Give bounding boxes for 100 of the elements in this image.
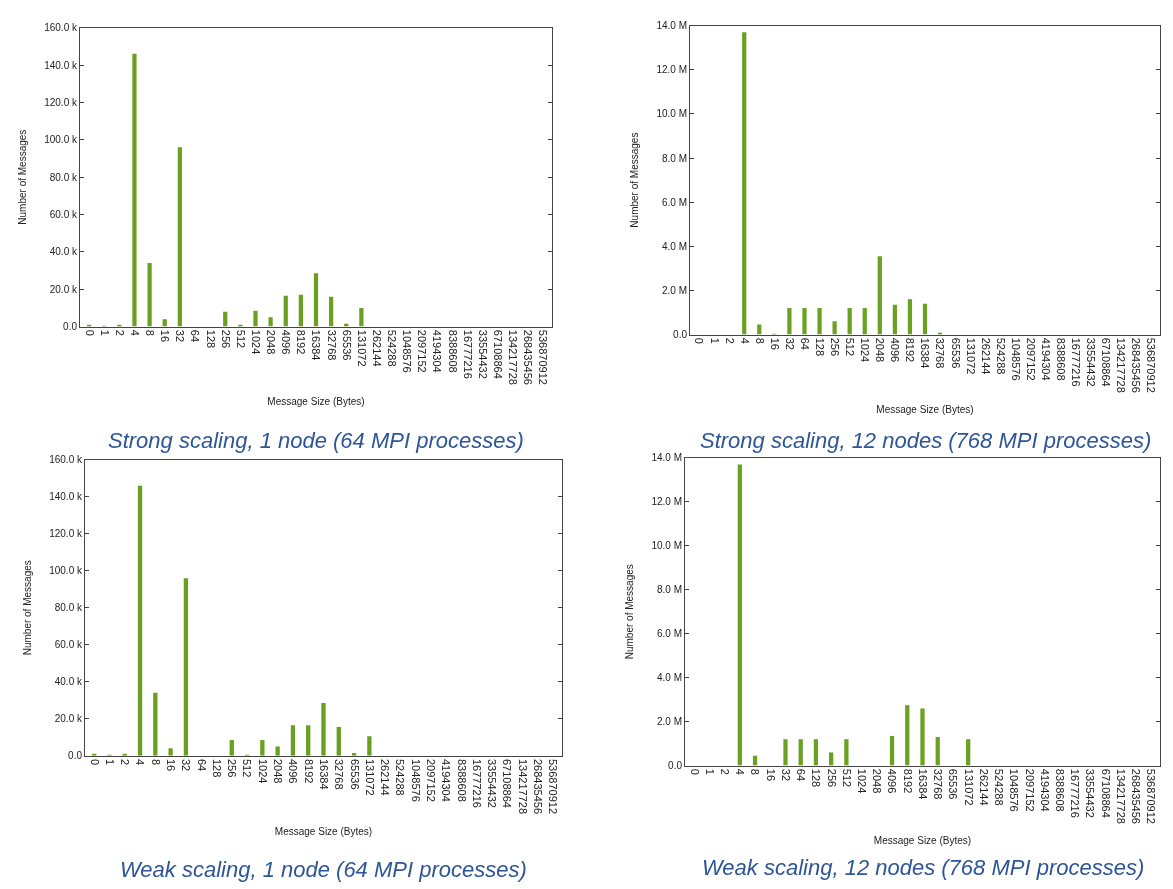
x-tick-label: 268435456: [1130, 337, 1143, 393]
x-tick-label: 2097152: [1024, 337, 1037, 381]
x-tick-label: 16: [159, 329, 172, 343]
y-tick-label: 12.0 M: [651, 496, 682, 508]
x-tick-label: 1048576: [409, 758, 422, 802]
x-tick-label: 8: [144, 329, 157, 336]
x-tick-label: 64: [195, 758, 208, 772]
x-tick-label: 512: [840, 768, 853, 788]
y-tick-label: 6.0 M: [656, 628, 682, 640]
x-tick-label: 16: [768, 337, 781, 350]
x-tick-label: 4: [128, 329, 141, 336]
x-tick-label: 67108864: [491, 329, 504, 379]
x-tick-label: 33554432: [476, 329, 489, 379]
x-tick-label: 536870912: [1145, 768, 1158, 824]
y-tick-label: 10.0 M: [651, 540, 682, 552]
y-tick-label: 40.0 k: [54, 676, 83, 688]
x-tick-label: 256: [219, 329, 232, 349]
x-tick-label: 8192: [302, 758, 315, 784]
y-tick-label: 100.0 k: [44, 134, 78, 146]
x-tick-label: 256: [829, 337, 842, 357]
x-tick-label: 134217728: [507, 329, 520, 385]
y-tick-label: 0.0: [668, 760, 683, 772]
x-tick-label: 8388608: [1055, 337, 1068, 381]
y-tick-label: 0.0: [673, 329, 688, 341]
x-tick-label: 524288: [994, 337, 1007, 375]
x-tick-label: 2: [113, 329, 126, 336]
x-tick-label: 67108864: [501, 758, 514, 808]
x-tick-label: 1024: [249, 329, 262, 355]
x-tick-label: 268435456: [1130, 768, 1143, 824]
x-tick-label: 4: [734, 768, 747, 775]
x-tick-label: 1048576: [401, 329, 414, 373]
x-tick-label: 536870912: [1145, 337, 1158, 393]
x-tick-label: 2048: [265, 329, 278, 355]
x-axis-title: Message Size (Bytes): [267, 396, 365, 408]
y-axis-title: Number of Messages: [629, 132, 641, 228]
x-axis-title: Message Size (Bytes): [876, 404, 974, 416]
x-tick-label: 65536: [340, 329, 353, 361]
text: Strong scaling, 12 nodes (768 MPI processes): [700, 428, 1152, 453]
x-tick-label: 0: [688, 768, 701, 775]
text: Strong scaling, 1 node (64 MPI processes): [108, 428, 524, 453]
y-tick-label: 140.0 k: [44, 59, 78, 71]
x-tick-label: 32: [174, 329, 187, 343]
x-tick-label: 4194304: [1039, 337, 1052, 381]
x-tick-label: 32: [180, 758, 193, 772]
x-tick-label: 524288: [993, 768, 1006, 806]
x-tick-label: 16384: [310, 329, 323, 361]
x-tick-label: 0: [88, 758, 101, 766]
x-tick-label: 2048: [871, 768, 884, 794]
x-tick-label: 1048576: [1009, 337, 1022, 381]
x-tick-label: 1024: [256, 758, 269, 784]
y-tick-label: 4.0 M: [656, 672, 682, 684]
x-tick-label: 8: [753, 337, 766, 344]
x-tick-label: 16: [165, 758, 178, 772]
y-axis-title: Number of Messages: [22, 560, 34, 656]
y-tick-label: 160.0 k: [44, 22, 78, 34]
x-tick-label: 134217728: [1114, 768, 1127, 824]
x-tick-label: 131072: [964, 337, 977, 375]
x-tick-label: 4096: [287, 758, 300, 784]
x-tick-label: 4: [738, 337, 751, 344]
y-tick-label: 2.0 M: [661, 284, 687, 296]
x-tick-label: 268435456: [531, 758, 544, 814]
x-tick-label: 134217728: [516, 758, 529, 814]
y-tick-label: 0.0: [68, 750, 83, 762]
x-tick-label: 0: [83, 329, 96, 336]
x-tick-label: 524288: [394, 758, 407, 796]
y-tick-label: 20.0 k: [54, 713, 83, 725]
x-tick-label: 8388608: [455, 758, 468, 802]
x-tick-label: 2: [723, 337, 736, 344]
x-tick-label: 33554432: [486, 758, 499, 808]
x-tick-label: 128: [210, 758, 223, 778]
x-tick-label: 1: [103, 758, 116, 766]
x-axis-title: Message Size (Bytes): [873, 835, 972, 847]
x-tick-label: 16384: [919, 337, 932, 369]
x-tick-label: 4096: [886, 768, 899, 794]
x-tick-label: 2097152: [416, 329, 429, 373]
x-tick-label: 4194304: [1038, 768, 1051, 812]
x-tick-label: 16777216: [1069, 768, 1082, 818]
y-tick-label: 100.0 k: [49, 565, 83, 577]
y-tick-label: 40.0 k: [49, 246, 78, 258]
x-tick-label: 32768: [932, 768, 945, 800]
x-tick-label: 2: [719, 768, 732, 775]
y-tick-label: 60.0 k: [49, 209, 78, 221]
x-tick-label: 131072: [355, 329, 368, 367]
x-tick-label: 128: [810, 768, 823, 788]
x-tick-label: 256: [226, 758, 239, 778]
x-tick-label: 16777216: [461, 329, 474, 379]
x-tick-label: 262144: [979, 337, 992, 375]
x-tick-label: 0: [693, 337, 706, 344]
y-tick-label: 2.0 M: [656, 716, 682, 728]
x-tick-label: 4194304: [431, 329, 444, 373]
x-tick-label: 128: [813, 337, 826, 357]
x-tick-label: 8192: [295, 329, 308, 355]
x-tick-label: 262144: [977, 768, 990, 806]
x-tick-label: 1024: [856, 768, 869, 794]
y-axis-title: Number of Messages: [624, 564, 636, 660]
x-tick-label: 32: [783, 337, 796, 350]
x-tick-label: 64: [795, 768, 808, 782]
x-tick-label: 16: [764, 768, 777, 782]
text: Weak scaling, 12 nodes (768 MPI processes): [702, 855, 1145, 880]
x-tick-label: 33554432: [1085, 337, 1098, 387]
